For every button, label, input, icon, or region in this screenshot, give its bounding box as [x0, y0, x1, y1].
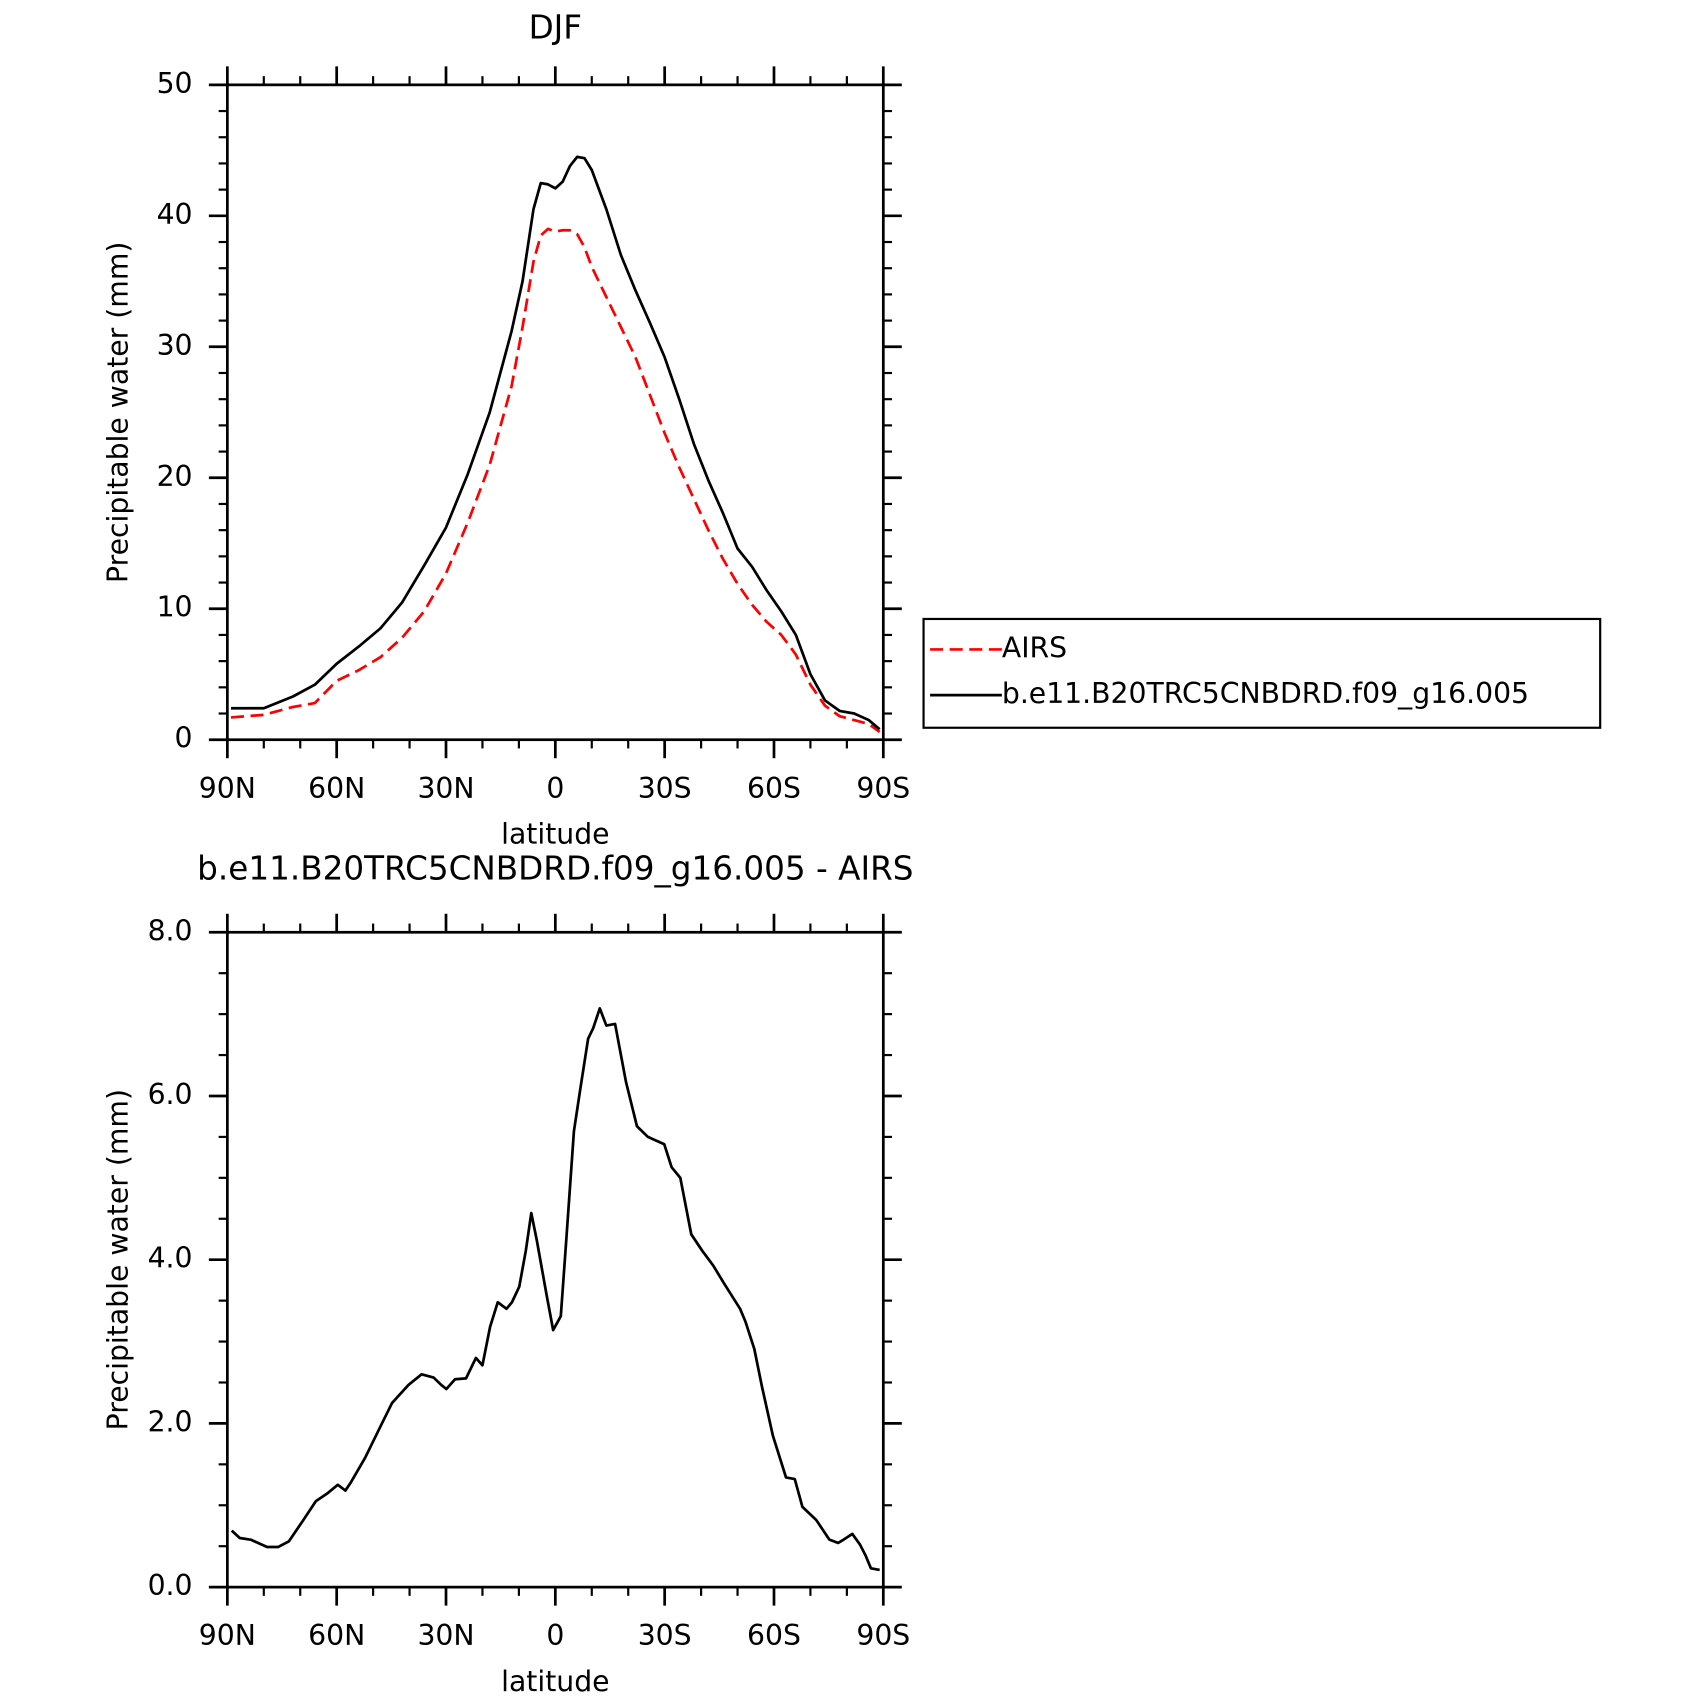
series-line: [230, 227, 881, 733]
chart-title: DJF: [529, 8, 583, 46]
y-tick-label: 40: [157, 198, 193, 231]
legend-label: b.e11.B20TRC5CNBDRD.f09_g16.005: [1002, 677, 1529, 710]
x-tick-label: 60S: [747, 1619, 801, 1652]
x-tick-label: 30N: [417, 1619, 474, 1652]
y-tick-label: 10: [157, 591, 193, 624]
x-tick-label: 60N: [308, 1619, 365, 1652]
x-tick-label: 30S: [638, 1619, 692, 1652]
series-line: [230, 1007, 880, 1572]
x-tick-label: 0: [546, 772, 564, 805]
x-tick-label: 30N: [417, 772, 474, 805]
x-tick-label: 60N: [308, 772, 365, 805]
y-tick-label: 2.0: [148, 1405, 193, 1438]
series-line: [230, 155, 881, 731]
x-tick-label: 90S: [856, 772, 910, 805]
plot-frame: [225, 83, 885, 742]
legend-box: [922, 617, 1602, 729]
x-tick-label: 30S: [638, 772, 692, 805]
x-tick-label: 90N: [199, 1619, 256, 1652]
x-tick-label: 90N: [199, 772, 256, 805]
plot-frame: [225, 930, 885, 1589]
y-tick-label: 0: [175, 722, 193, 755]
chart-title: b.e11.B20TRC5CNBDRD.f09_g16.005 - AIRS: [197, 849, 913, 887]
y-axis-label: Precipitable water (mm): [102, 242, 135, 583]
y-tick-label: 0.0: [148, 1569, 193, 1602]
y-tick-label: 6.0: [148, 1078, 193, 1111]
x-tick-label: 0: [546, 1619, 564, 1652]
x-tick-label: 90S: [856, 1619, 910, 1652]
y-tick-label: 8.0: [148, 914, 193, 947]
y-tick-label: 30: [157, 329, 193, 362]
x-axis-label: latitude: [501, 817, 609, 850]
y-tick-label: 4.0: [148, 1242, 193, 1275]
y-tick-label: 50: [157, 67, 193, 100]
legend-label: AIRS: [1002, 631, 1067, 664]
y-tick-label: 20: [157, 460, 193, 493]
x-axis-label: latitude: [501, 1665, 609, 1697]
y-axis-label: Precipitable water (mm): [102, 1089, 135, 1430]
x-tick-label: 60S: [747, 772, 801, 805]
